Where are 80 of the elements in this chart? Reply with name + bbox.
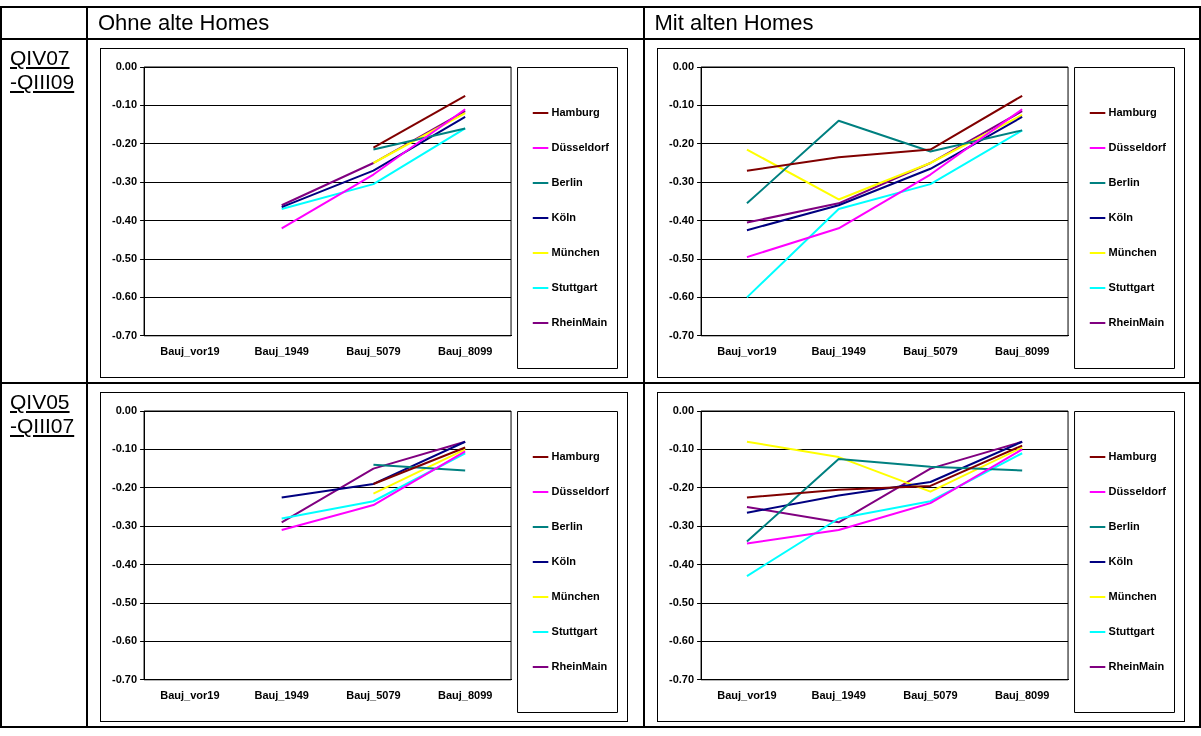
x-tick-label: Bauj_vor19 (716, 689, 777, 702)
x-tick-label: Bauj_vor19 (160, 345, 220, 358)
y-tick-label: -0.30 (111, 175, 138, 188)
x-tick-label: Bauj_1949 (254, 689, 309, 702)
legend-label: München (1108, 590, 1157, 603)
y-tick-label: -0.20 (111, 136, 138, 149)
legend-label: RheinMain (551, 660, 608, 673)
chart-title: Mit alten Homes (654, 10, 814, 35)
y-tick-label: 0.00 (115, 60, 138, 73)
x-tick-label: Bauj_5079 (346, 345, 401, 358)
legend-label: Düsseldorf (551, 485, 610, 498)
legend-label: Düsseldorf (1108, 141, 1166, 154)
y-tick-label: -0.10 (668, 442, 694, 455)
y-tick-label: -0.40 (668, 557, 694, 570)
legend-label: Hamburg (1108, 106, 1157, 119)
y-tick-label: -0.10 (668, 98, 694, 111)
y-tick-label: -0.50 (111, 596, 138, 609)
y-tick-label: -0.30 (111, 519, 138, 532)
y-tick-label: -0.70 (668, 672, 694, 685)
chart-subtitle: QIV07 -QIII09 (10, 46, 75, 93)
legend-label: München (1108, 246, 1157, 259)
legend-label: Düsseldorf (1108, 485, 1166, 498)
legend-label: Berlin (1108, 176, 1140, 189)
legend-label: München (551, 246, 601, 259)
x-tick-label: Bauj_5079 (346, 689, 401, 702)
y-tick-label: -0.50 (668, 596, 694, 609)
x-tick-label: Bauj_8099 (994, 689, 1049, 702)
y-tick-label: -0.40 (111, 213, 138, 226)
y-tick-label: -0.70 (111, 328, 138, 341)
x-tick-label: Bauj_vor19 (716, 345, 777, 358)
legend-label: RheinMain (551, 316, 608, 329)
legend-label: Köln (1108, 211, 1133, 224)
y-tick-label: -0.70 (111, 672, 138, 685)
legend-label: Stuttgart (551, 625, 598, 638)
y-tick-label: -0.70 (668, 328, 694, 341)
y-tick-label: -0.20 (111, 480, 138, 493)
y-tick-label: -0.20 (668, 136, 694, 149)
legend-label: Stuttgart (1108, 281, 1155, 294)
x-tick-label: Bauj_5079 (902, 689, 958, 702)
y-tick-label: -0.50 (111, 252, 138, 265)
y-tick-label: -0.40 (668, 213, 694, 226)
legend-label: Hamburg (551, 450, 600, 463)
y-tick-label: -0.20 (668, 480, 694, 493)
legend-label: Düsseldorf (551, 141, 610, 154)
legend-label: Köln (551, 211, 577, 224)
legend-label: Stuttgart (1108, 625, 1155, 638)
chart-title: Ohne alte Homes (98, 10, 270, 35)
y-tick-label: -0.40 (111, 557, 138, 570)
x-tick-label: Bauj_5079 (902, 345, 958, 358)
y-tick-label: -0.60 (668, 634, 694, 647)
y-tick-label: -0.60 (668, 290, 694, 303)
y-tick-label: -0.50 (668, 252, 694, 265)
y-tick-label: -0.10 (111, 442, 138, 455)
y-tick-label: -0.60 (111, 634, 138, 647)
legend-label: RheinMain (1108, 316, 1164, 329)
y-tick-label: 0.00 (672, 60, 694, 73)
x-tick-label: Bauj_1949 (810, 689, 866, 702)
legend-label: Hamburg (1108, 450, 1157, 463)
legend-label: Hamburg (551, 106, 600, 119)
legend-label: Köln (1108, 555, 1133, 568)
legend-label: RheinMain (1108, 660, 1164, 673)
y-tick-label: 0.00 (115, 404, 138, 417)
y-tick-label: -0.10 (111, 98, 138, 111)
y-tick-label: -0.60 (111, 290, 138, 303)
legend-label: Köln (551, 555, 577, 568)
legend-label: Berlin (551, 520, 583, 533)
x-tick-label: Bauj_1949 (254, 345, 309, 358)
chart-subtitle: QIV05 -QIII07 (10, 390, 75, 437)
x-tick-label: Bauj_8099 (994, 345, 1049, 358)
x-tick-label: Bauj_8099 (437, 689, 493, 702)
legend-label: Stuttgart (551, 281, 598, 294)
x-tick-label: Bauj_vor19 (160, 689, 220, 702)
x-tick-label: Bauj_8099 (437, 345, 493, 358)
legend-label: München (551, 590, 601, 603)
y-tick-label: -0.30 (668, 175, 694, 188)
legend-label: Berlin (551, 176, 583, 189)
legend-label: Berlin (1108, 520, 1140, 533)
x-tick-label: Bauj_1949 (810, 345, 866, 358)
y-tick-label: -0.30 (668, 519, 694, 532)
y-tick-label: 0.00 (672, 404, 694, 417)
